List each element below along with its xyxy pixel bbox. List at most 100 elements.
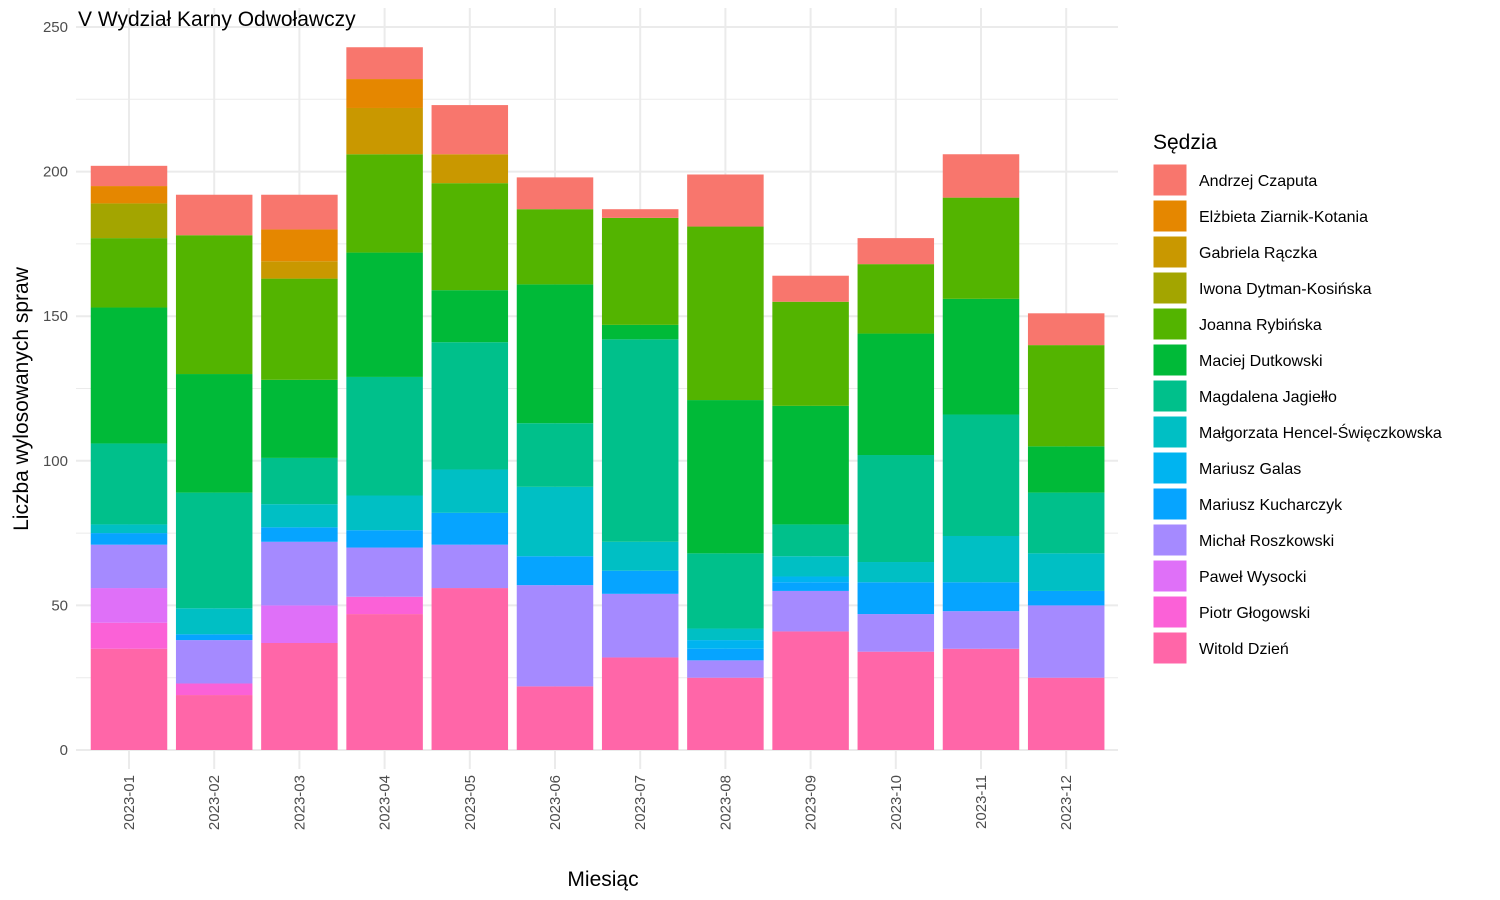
bar-segment <box>261 278 338 380</box>
bar-segment <box>857 238 935 265</box>
bar-segment <box>516 177 594 210</box>
bar-segment <box>601 217 679 325</box>
bar-segment <box>516 284 594 424</box>
bar-segment <box>772 631 849 750</box>
bar-segment <box>687 640 764 649</box>
y-tick-label: 150 <box>43 308 68 325</box>
legend-label: Mariusz Kucharczyk <box>1199 497 1343 514</box>
chart-title: V Wydział Karny Odwoławczy <box>78 8 356 31</box>
legend-key <box>1152 595 1188 629</box>
legend-label: Iwona Dytman-Kosińska <box>1199 281 1372 298</box>
bar-segment <box>175 492 253 609</box>
bar-segment <box>261 605 338 643</box>
bar-segment <box>516 209 594 285</box>
bar-segment <box>346 79 423 108</box>
bar-segment <box>346 596 423 615</box>
bar-segment <box>687 226 764 401</box>
bar-segment <box>687 628 764 641</box>
x-tick-label: 2023-06 <box>547 775 564 830</box>
y-axis-ticks: 0 50 100 150 200 250 <box>43 19 68 759</box>
legend: Sędzia Andrzej Czaputa Elżbieta Ziarnik-K… <box>1152 131 1442 665</box>
bar-segment <box>261 527 338 542</box>
bar-segment <box>431 469 509 513</box>
bar-segment <box>1027 446 1105 493</box>
legend-items: Andrzej Czaputa Elżbieta Ziarnik-Kotania G… <box>1152 163 1442 665</box>
x-tick-label: 2023-09 <box>803 775 820 830</box>
bar-segment <box>175 695 253 750</box>
bar-segment <box>346 614 423 750</box>
bar-segment <box>516 686 594 750</box>
legend-key <box>1152 487 1188 521</box>
bar-segment <box>175 235 253 375</box>
bar-segment <box>857 582 935 615</box>
bar-segment <box>687 648 764 661</box>
x-tick-label: 2023-05 <box>462 775 479 830</box>
bar-segment <box>90 307 168 444</box>
bar-segment <box>175 683 253 696</box>
bar-segment <box>516 585 594 687</box>
bar-segment <box>687 677 764 750</box>
bars <box>90 47 1105 750</box>
y-tick-label: 100 <box>43 453 68 470</box>
legend-label: Joanna Rybińska <box>1199 317 1322 334</box>
y-tick-label: 50 <box>51 597 68 614</box>
bar-segment <box>346 107 423 155</box>
bar-segment <box>857 455 935 563</box>
bar-segment <box>772 275 849 302</box>
bar-segment <box>261 541 338 606</box>
bar-segment <box>857 333 935 456</box>
bar-segment <box>90 238 168 308</box>
legend-label: Mariusz Galas <box>1199 461 1301 478</box>
bar-segment <box>942 648 1020 750</box>
bar-segment <box>942 611 1020 649</box>
bar-segment <box>772 582 849 591</box>
legend-key <box>1152 631 1188 665</box>
bar-segment <box>516 556 594 586</box>
bar-segment <box>516 486 594 557</box>
legend-label: Witold Dzień <box>1199 641 1289 658</box>
bar-segment <box>90 588 168 623</box>
x-tick-label: 2023-01 <box>121 775 138 830</box>
bar-segment <box>1027 590 1105 606</box>
bar-segment <box>431 290 509 343</box>
bar-segment <box>857 264 935 334</box>
bar-segment <box>346 252 423 377</box>
bar-segment <box>346 154 423 253</box>
bar-segment <box>261 379 338 458</box>
bar-segment <box>175 634 253 641</box>
bar-segment <box>1027 313 1105 346</box>
bar-segment <box>346 47 423 80</box>
bar-segment <box>687 660 764 678</box>
bar-segment <box>261 504 338 528</box>
x-tick-label: 2023-12 <box>1058 775 1075 830</box>
bar-segment <box>346 547 423 597</box>
legend-label: Małgorzata Hencel-Święczkowska <box>1199 423 1442 442</box>
legend-label: Michał Roszkowski <box>1199 533 1334 550</box>
bar-segment <box>431 183 509 291</box>
bar-segment <box>1027 677 1105 750</box>
legend-label: Elżbieta Ziarnik-Kotania <box>1199 209 1368 226</box>
bar-segment <box>772 524 849 557</box>
legend-key <box>1152 415 1188 449</box>
bar-segment <box>346 530 423 548</box>
bar-segment <box>601 657 679 750</box>
legend-label: Gabriela Rączka <box>1199 245 1317 262</box>
bar-segment <box>431 105 509 155</box>
legend-label: Maciej Dutkowski <box>1199 353 1323 370</box>
bar-segment <box>90 648 168 750</box>
legend-key <box>1152 163 1188 197</box>
legend-key <box>1152 451 1188 485</box>
bar-segment <box>772 556 849 577</box>
x-tick-label: 2023-03 <box>291 775 308 830</box>
bar-segment <box>516 423 594 487</box>
bar-segment <box>601 339 679 542</box>
bar-segment <box>687 400 764 554</box>
y-tick-label: 0 <box>60 742 68 759</box>
x-tick-label: 2023-11 <box>973 775 990 829</box>
legend-key <box>1152 379 1188 413</box>
bar-segment <box>942 414 1020 536</box>
bar-segment <box>431 154 509 184</box>
bar-segment <box>687 553 764 629</box>
bar-segment <box>346 495 423 531</box>
